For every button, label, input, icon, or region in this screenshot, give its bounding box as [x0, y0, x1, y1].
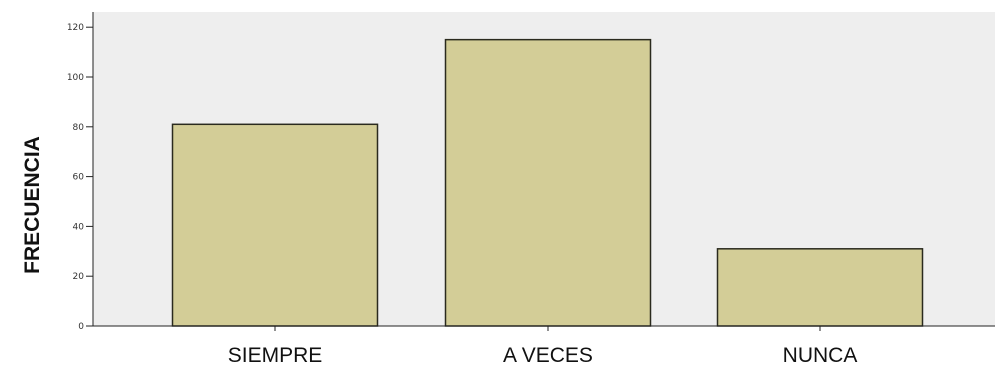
y-tick-label: 100 [67, 73, 84, 83]
axis-layer: SIEMPRE A VECES NUNCA 0 20 40 60 80 100 120 [67, 12, 995, 367]
bar-nunca [716, 248, 924, 327]
x-tick-label: NUNCA [783, 344, 858, 367]
y-tick-label: 80 [73, 123, 85, 133]
x-tick-label: A VECES [503, 344, 593, 367]
y-tick-label: 120 [67, 23, 84, 33]
bars-layer [171, 38, 924, 327]
y-tick-label: 60 [73, 173, 85, 183]
y-tick-label: 40 [73, 222, 85, 232]
x-tick-label: SIEMPRE [228, 344, 323, 367]
y-tick-label: 20 [73, 272, 85, 282]
y-tick-label: 0 [78, 322, 84, 332]
y-axis-title: FRECUENCIA [21, 136, 44, 274]
bar-a-veces [444, 38, 652, 327]
bar-siempre [171, 123, 379, 327]
